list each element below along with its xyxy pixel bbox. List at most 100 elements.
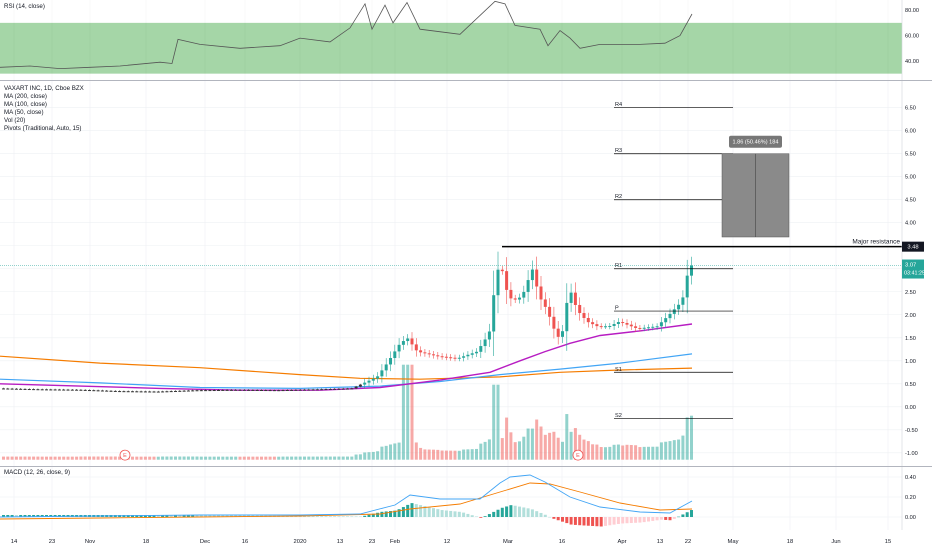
macd-histogram-bar (36, 515, 40, 517)
volume-bar (401, 364, 405, 460)
macd-histogram-bar (178, 515, 182, 517)
candle-body (655, 326, 659, 328)
candle-body (582, 313, 586, 318)
volume-bar (565, 414, 569, 460)
candle-body (414, 344, 418, 351)
candle-body (23, 388, 27, 390)
price-pane[interactable]: R4 R3 R2 R1 P S1 S2 Major resistance 1.86 (50.… (0, 81, 932, 466)
ma50-line (0, 323, 693, 391)
macd-histogram-bar (221, 515, 225, 517)
macd-histogram-bar (367, 514, 371, 517)
candle-body (500, 269, 504, 272)
macd-histogram-bar (629, 517, 633, 524)
price-tick-label: 2.00 (905, 313, 916, 319)
earnings-marker-icon[interactable]: E (572, 449, 584, 461)
price-tick-label: 6.50 (905, 106, 916, 112)
legend-ma50[interactable]: MA (50, close) (4, 109, 44, 116)
volume-bar (444, 450, 448, 460)
macd-histogram-bar (32, 515, 36, 517)
volume-bar (586, 441, 590, 460)
candle-body (586, 317, 590, 323)
candle-body (333, 388, 337, 390)
volume-bar (543, 434, 547, 460)
macd-histogram-bar (681, 514, 685, 517)
macd-histogram-bar (604, 517, 607, 526)
measure-label: 1.86 (50.46%) 184 (732, 140, 778, 146)
volume-bar (251, 456, 255, 460)
volume-bar (174, 456, 177, 460)
candle-body (578, 304, 582, 314)
macd-histogram-bar (505, 506, 509, 517)
time-tick-label: Jun (831, 539, 840, 545)
rsi-chart[interactable]: 80.00 60.00 40.00 (0, 0, 932, 80)
candle-body (165, 391, 169, 393)
candle-body (260, 389, 263, 391)
candle-body (2, 388, 5, 390)
candle-body (96, 390, 100, 392)
macd-histogram-bar (685, 512, 689, 517)
volume-bar (354, 454, 358, 460)
main-legend[interactable]: VAXART INC, 1D, Cboe BZX MA (200, close)… (4, 85, 84, 133)
candle-body (208, 390, 212, 392)
price-range-measure[interactable]: 1.86 (50.46%) 184 (721, 135, 790, 238)
volume-bar (346, 456, 349, 460)
candle-body (569, 292, 573, 303)
macd-histogram-bar (470, 515, 474, 517)
time-tick-label: Nov (85, 539, 95, 545)
volume-bar (659, 442, 663, 460)
volume-bar (247, 456, 251, 460)
volume-bar (479, 443, 483, 460)
earnings-marker-icon[interactable]: E (119, 449, 131, 461)
macd-chart[interactable]: 0.40 0.20 0.00 (0, 467, 932, 530)
macd-legend[interactable]: MACD (12, 26, close, 9) (4, 469, 71, 476)
volume-bar (186, 456, 190, 460)
legend-volume[interactable]: Vol (20) (4, 117, 26, 124)
macd-histogram-bar (552, 517, 556, 519)
volume-bar (212, 456, 216, 460)
macd-histogram-bar (307, 516, 311, 517)
macd-histogram-bar (500, 507, 504, 517)
volume-bar (49, 456, 53, 460)
macd-histogram-bar (659, 517, 663, 520)
macd-histogram-bar (599, 517, 603, 527)
major-resistance-label[interactable]: Major resistance (852, 239, 900, 246)
volume-bar (634, 445, 638, 460)
legend-ma200[interactable]: MA (200, close) (4, 93, 47, 100)
macd-histogram-bar (315, 516, 319, 517)
volume-bar (118, 456, 122, 460)
volume-bar (475, 448, 478, 460)
candle-body (14, 388, 18, 390)
svg-text:3.48: 3.48 (907, 245, 918, 251)
rsi-band (0, 22, 902, 74)
legend-symbol[interactable]: VAXART INC, 1D, Cboe BZX (4, 85, 84, 92)
price-chart[interactable]: R4 R3 R2 R1 P S1 S2 Major resistance 1.86 (50.… (0, 81, 932, 466)
candle-body (496, 269, 500, 296)
pivot-label: R1 (615, 263, 622, 269)
legend-pivots[interactable]: Pivots (Traditional, Auto, 15) (4, 125, 82, 132)
time-axis[interactable]: 14 23 Nov 18 Dec 16 2020 13 23 Feb 12 Mar 16 Apr 13 22 M… (0, 530, 932, 550)
volume-bar (96, 456, 100, 460)
macd-histogram-bar (573, 517, 577, 525)
candle-body (672, 309, 676, 314)
volume-bar (608, 446, 612, 460)
pane-divider[interactable] (0, 80, 932, 81)
volume-bar (629, 445, 633, 460)
macd-histogram-bar (608, 517, 612, 526)
macd-histogram-bar (143, 515, 147, 517)
candle-body (53, 389, 57, 391)
candle-body (595, 324, 599, 327)
candle-body (423, 352, 427, 354)
pane-divider[interactable] (0, 466, 932, 467)
volume-bar (642, 446, 646, 460)
macd-histogram-bar (212, 515, 216, 517)
candle-body (161, 391, 165, 393)
legend-ma100[interactable]: MA (100, close) (4, 101, 47, 108)
macd-pane[interactable]: 0.40 0.20 0.00 MACD (12, 26, close, 9) (0, 467, 932, 530)
time-tick-label: May (728, 539, 739, 545)
volume-bar (311, 456, 315, 460)
time-tick-label: Mar (503, 539, 513, 545)
rsi-pane[interactable]: 80.00 60.00 40.00 RSI (14, close) (0, 0, 932, 80)
candle-body (195, 390, 199, 392)
pivot-levels: R4 R3 R2 R1 P S1 S2 (614, 102, 733, 419)
rsi-legend[interactable]: RSI (14, close) (4, 3, 45, 10)
